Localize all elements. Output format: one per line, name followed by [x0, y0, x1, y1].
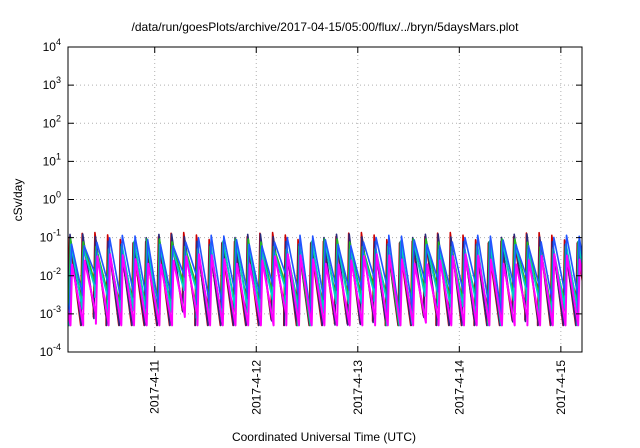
- y-tick-label: 104: [43, 37, 61, 54]
- chart-title: /data/run/goesPlots/archive/2017-04-15/0…: [132, 20, 520, 34]
- y-tick-label: 103: [43, 75, 61, 92]
- series-line: [68, 253, 582, 327]
- y-tick-label: 10-1: [40, 228, 61, 245]
- x-tick-label: 2017-4-12: [249, 360, 263, 415]
- y-axis-label: cSv/day: [11, 179, 25, 222]
- y-tick-label: 101: [43, 151, 61, 168]
- y-tick-label: 10-4: [40, 342, 61, 359]
- y-tick-label: 10-3: [40, 304, 61, 321]
- y-tick-label: 100: [43, 190, 61, 207]
- x-tick-label: 2017-4-15: [554, 360, 568, 415]
- x-axis: 2017-4-11 2017-4-12 2017-4-13 2017-4-14 2017…: [148, 47, 568, 415]
- x-tick-label: 2017-4-13: [351, 360, 365, 415]
- x-axis-label: Coordinated Universal Time (UTC): [232, 430, 416, 444]
- x-tick-label: 2017-4-14: [452, 360, 466, 415]
- y-tick-label: 102: [43, 113, 61, 130]
- y-axis: 10-4 10-3 10-2 10-1 100 101 102 103 104: [40, 37, 582, 359]
- plot-lines: [68, 231, 582, 327]
- x-tick-label: 2017-4-11: [148, 360, 162, 414]
- y-tick-label: 10-2: [40, 266, 61, 283]
